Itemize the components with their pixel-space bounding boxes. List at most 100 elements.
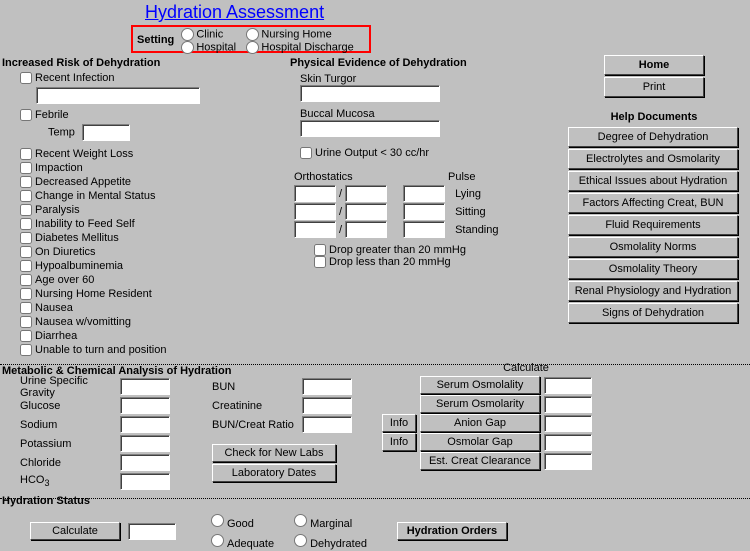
risk-label-12: Nausea w/vomitting <box>35 316 131 328</box>
risk-check-9[interactable] <box>20 274 32 286</box>
status-dehydrated-radio[interactable] <box>294 534 307 547</box>
setting-clinic-radio[interactable] <box>181 28 194 41</box>
risk-check-11[interactable] <box>20 302 32 314</box>
risk-check-8[interactable] <box>20 260 32 272</box>
setting-hospital-label: Hospital <box>196 42 236 54</box>
pulse-lying[interactable] <box>403 185 445 202</box>
urine-output-check[interactable] <box>300 147 312 159</box>
status-marginal-label: Marginal <box>310 518 352 530</box>
help-button-7[interactable]: Renal Physiology and Hydration <box>568 281 738 301</box>
hco3-label: HCO3 <box>2 474 120 488</box>
osmolar-gap-button[interactable]: Osmolar Gap <box>420 433 540 451</box>
buccal-mucosa-input[interactable] <box>300 120 440 137</box>
urine-sg-label: Urine Specific Gravity <box>2 375 120 399</box>
bun-creat-input[interactable] <box>302 416 352 433</box>
bun-input[interactable] <box>302 378 352 395</box>
help-button-0[interactable]: Degree of Dehydration <box>568 127 738 147</box>
anion-gap-value[interactable] <box>544 415 592 432</box>
orth-dia-standing[interactable] <box>345 221 387 238</box>
help-button-8[interactable]: Signs of Dehydration <box>568 303 738 323</box>
creatinine-input[interactable] <box>302 397 352 414</box>
drop-gt-label: Drop greater than 20 mmHg <box>329 244 466 256</box>
risk-label-11: Nausea <box>35 302 73 314</box>
orth-sys-sitting[interactable] <box>294 203 336 220</box>
pulse-sitting[interactable] <box>403 203 445 220</box>
drop-lt-check[interactable] <box>314 256 326 268</box>
risk-label-2: Decreased Appetite <box>35 176 131 188</box>
status-marginal-radio[interactable] <box>294 514 307 527</box>
setting-hospital-radio[interactable] <box>181 41 194 54</box>
status-good-radio[interactable] <box>211 514 224 527</box>
orth-dia-lying[interactable] <box>345 185 387 202</box>
risk-check-13[interactable] <box>20 330 32 342</box>
urine-output-label: Urine Output < 30 cc/hr <box>315 147 429 159</box>
hco3-input[interactable] <box>120 473 170 490</box>
risk-label-6: Diabetes Mellitus <box>35 232 119 244</box>
lab-dates-button[interactable]: Laboratory Dates <box>212 464 336 482</box>
calculate-header: Calculate <box>430 362 622 374</box>
print-button[interactable]: Print <box>604 77 704 97</box>
risk-check-7[interactable] <box>20 246 32 258</box>
status-header: Hydration Status <box>2 495 622 507</box>
status-calculate-button[interactable]: Calculate <box>30 522 120 540</box>
setting-discharge-label: Hospital Discharge <box>261 42 353 54</box>
bun-creat-label: BUN/Creat Ratio <box>212 419 302 431</box>
skin-turgor-input[interactable] <box>300 85 440 102</box>
help-button-5[interactable]: Osmolality Norms <box>568 237 738 257</box>
serum-osmolality-value[interactable] <box>544 377 592 394</box>
status-value-input[interactable] <box>128 523 176 540</box>
risk-check-0[interactable] <box>20 148 32 160</box>
serum-osmolarity-button[interactable]: Serum Osmolarity <box>420 395 540 413</box>
osmolar-gap-value[interactable] <box>544 434 592 451</box>
help-button-1[interactable]: Electrolytes and Osmolarity <box>568 149 738 169</box>
risk-label-0: Recent Weight Loss <box>35 148 133 160</box>
recent-infection-input[interactable] <box>36 87 200 104</box>
help-button-2[interactable]: Ethical Issues about Hydration <box>568 171 738 191</box>
est-creat-button[interactable]: Est. Creat Clearance <box>420 452 540 470</box>
serum-osmolality-button[interactable]: Serum Osmolality <box>420 376 540 394</box>
status-adequate-radio[interactable] <box>211 534 224 547</box>
orth-sys-standing[interactable] <box>294 221 336 238</box>
temp-label: Temp <box>48 127 75 139</box>
drop-gt-check[interactable] <box>314 244 326 256</box>
risk-label-3: Change in Mental Status <box>35 190 155 202</box>
home-button[interactable]: Home <box>604 55 704 75</box>
hydration-orders-button[interactable]: Hydration Orders <box>397 522 507 540</box>
risk-check-3[interactable] <box>20 190 32 202</box>
setting-discharge-radio[interactable] <box>246 41 259 54</box>
osmolar-info-button[interactable]: Info <box>382 433 416 451</box>
risk-check-10[interactable] <box>20 288 32 300</box>
risk-check-6[interactable] <box>20 232 32 244</box>
serum-osmolarity-value[interactable] <box>544 396 592 413</box>
risk-check-1[interactable] <box>20 162 32 174</box>
help-header: Help Documents <box>568 111 740 123</box>
pulse-standing[interactable] <box>403 221 445 238</box>
anion-info-button[interactable]: Info <box>382 414 416 432</box>
check-labs-button[interactable]: Check for New Labs <box>212 444 336 462</box>
setting-nursinghome-radio[interactable] <box>246 28 259 41</box>
temp-input[interactable] <box>82 124 130 141</box>
help-button-3[interactable]: Factors Affecting Creat, BUN <box>568 193 738 213</box>
recent-infection-check[interactable] <box>20 72 32 84</box>
orth-sys-lying[interactable] <box>294 185 336 202</box>
est-creat-value[interactable] <box>544 453 592 470</box>
potassium-input[interactable] <box>120 435 170 452</box>
help-button-4[interactable]: Fluid Requirements <box>568 215 738 235</box>
chloride-input[interactable] <box>120 454 170 471</box>
setting-group: Setting Clinic Nursing Home Hospital Hos… <box>131 25 371 53</box>
risk-check-12[interactable] <box>20 316 32 328</box>
risk-check-2[interactable] <box>20 176 32 188</box>
febrile-check[interactable] <box>20 109 32 121</box>
orth-dia-sitting[interactable] <box>345 203 387 220</box>
anion-gap-button[interactable]: Anion Gap <box>420 414 540 432</box>
glucose-input[interactable] <box>120 397 170 414</box>
sodium-input[interactable] <box>120 416 170 433</box>
risk-label-14: Unable to turn and position <box>35 344 166 356</box>
risk-check-5[interactable] <box>20 218 32 230</box>
help-button-6[interactable]: Osmolality Theory <box>568 259 738 279</box>
urine-sg-input[interactable] <box>120 378 170 395</box>
risk-check-14[interactable] <box>20 344 32 356</box>
sodium-label: Sodium <box>2 419 120 431</box>
risk-check-4[interactable] <box>20 204 32 216</box>
chloride-label: Chloride <box>2 457 120 469</box>
